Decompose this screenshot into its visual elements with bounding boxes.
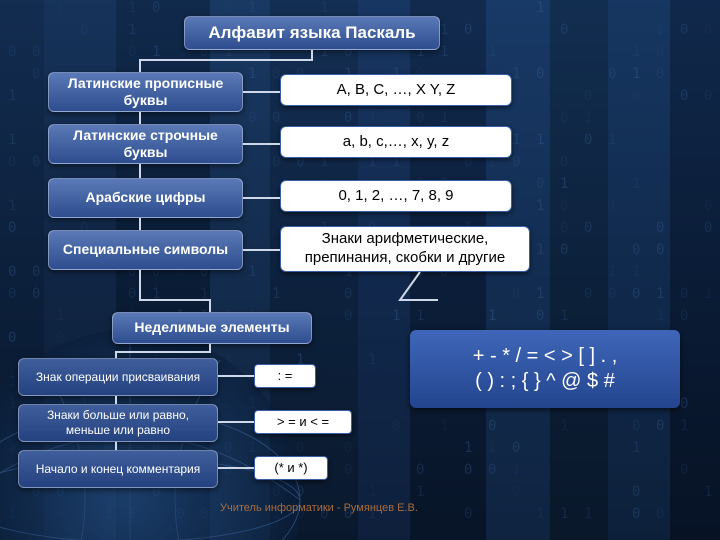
diagram-layer: Алфавит языка Паскаль Латинские прописны…	[0, 0, 720, 540]
connectors	[0, 0, 720, 540]
